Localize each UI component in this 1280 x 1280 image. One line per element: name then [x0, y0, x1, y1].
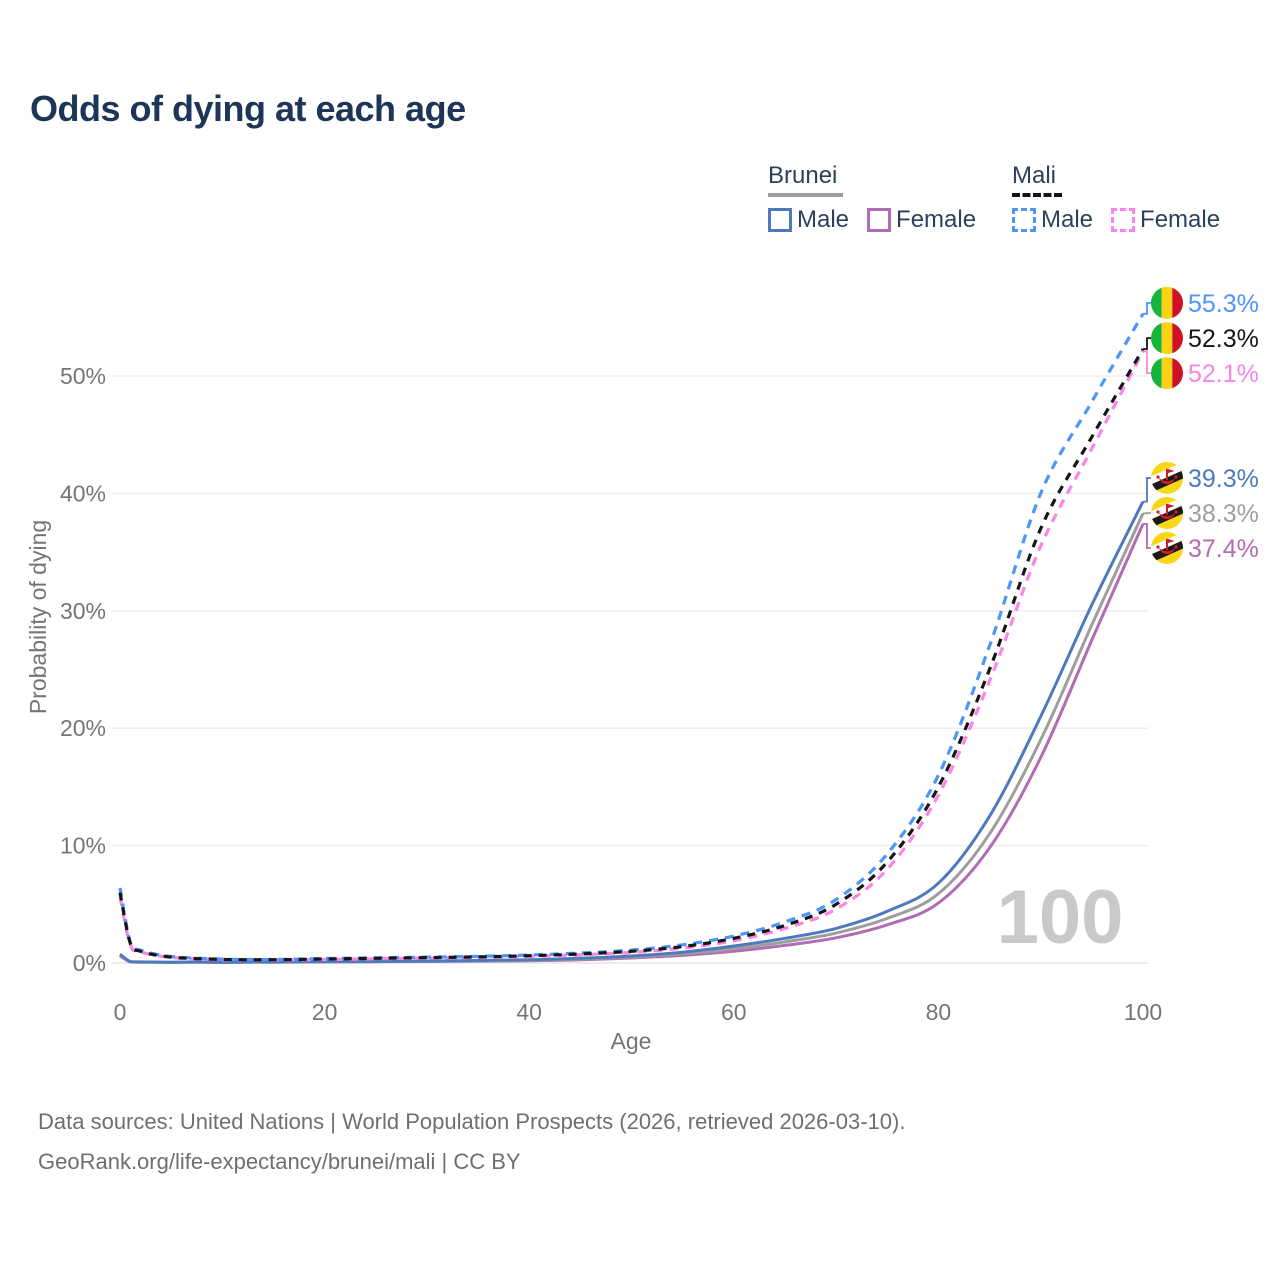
end-label-brunei-female: 37.4% [1188, 535, 1259, 563]
series-line-mali-male [118, 312, 1145, 962]
legend-group-mali: Mali Male Female [1012, 162, 1238, 234]
brunei-crest [1156, 538, 1178, 555]
legend-item-mali-male[interactable]: Male [1012, 206, 1093, 234]
page-title: Odds of dying at each age [30, 88, 466, 129]
legend-country-mali[interactable]: Mali [1012, 162, 1063, 197]
legend-items-row: Male Female [1012, 206, 1238, 234]
legend-country-brunei[interactable]: Brunei [768, 162, 844, 197]
series-line-brunei-male [119, 500, 1145, 964]
legend-swatch-icon [1012, 208, 1036, 232]
legend-item-label: Male [1041, 206, 1094, 233]
legend-swatch-icon [1111, 208, 1136, 232]
footer-attribution: GeoRank.org/life-expectancy/brunei/mali … [38, 1149, 521, 1174]
brunei-crest [1156, 503, 1178, 520]
legend-item-mali-female[interactable]: Female [1111, 206, 1220, 234]
y-tick-label: 0% [73, 950, 106, 976]
y-tick-label: 40% [60, 480, 106, 506]
legend-swatch-icon [768, 208, 792, 232]
series-line-brunei-both [119, 512, 1145, 964]
x-tick-label: 0 [114, 999, 127, 1025]
legend-item-label: Female [1140, 206, 1221, 233]
y-tick-label: 30% [60, 598, 106, 624]
legend-swatch-icon [867, 208, 892, 232]
y-tick-label: 50% [60, 363, 106, 389]
x-tick-label: 40 [516, 999, 542, 1025]
x-tick-label: 60 [721, 999, 747, 1025]
legend-item-brunei-female[interactable]: Female [867, 206, 976, 234]
end-label-brunei-male: 39.3% [1188, 465, 1259, 493]
end-label-mali-male: 55.3% [1188, 290, 1259, 318]
x-tick-label: 100 [1124, 999, 1162, 1025]
end-label-brunei-both: 38.3% [1188, 500, 1259, 528]
y-tick-label: 10% [60, 833, 106, 859]
brunei-flag-icon [1145, 531, 1189, 564]
mali-flag-icon [1151, 286, 1183, 319]
x-axis-title: Age [611, 1028, 652, 1054]
label-connector-mali-female [1143, 350, 1151, 374]
label-connector-mali-both [1143, 337, 1151, 350]
x-tick-label: 20 [312, 999, 338, 1025]
legend-items-row: Male Female [768, 206, 994, 234]
mali-flag-icon [1151, 357, 1183, 390]
series-line-brunei-female [119, 523, 1145, 964]
footer: Data sources: United Nations | World Pop… [38, 1102, 905, 1182]
series-line-mali-both [118, 348, 1145, 962]
legend-item-label: Male [797, 206, 850, 233]
end-label-mali-both: 52.3% [1188, 325, 1259, 353]
end-label-mali-female: 52.1% [1188, 360, 1259, 388]
y-tick-label: 20% [60, 715, 106, 741]
x-tick-label: 80 [926, 999, 952, 1025]
label-connector-brunei-female [1143, 523, 1151, 549]
age-watermark: 100 [997, 875, 1124, 960]
label-connector-brunei-male [1143, 477, 1151, 503]
brunei-crest [1156, 468, 1178, 485]
legend-group-brunei: Brunei Male Female [768, 162, 994, 234]
footer-data-sources: Data sources: United Nations | World Pop… [38, 1109, 906, 1134]
y-axis-title: Probability of dying [25, 520, 51, 714]
brunei-flag-icon [1145, 496, 1189, 529]
label-connector-mali-male [1143, 302, 1151, 315]
legend-item-brunei-male[interactable]: Male [768, 206, 849, 234]
brunei-flag-icon [1145, 461, 1189, 494]
legend-item-label: Female [896, 206, 977, 233]
mali-flag-icon [1151, 322, 1183, 355]
series-line-mali-female [118, 350, 1145, 962]
